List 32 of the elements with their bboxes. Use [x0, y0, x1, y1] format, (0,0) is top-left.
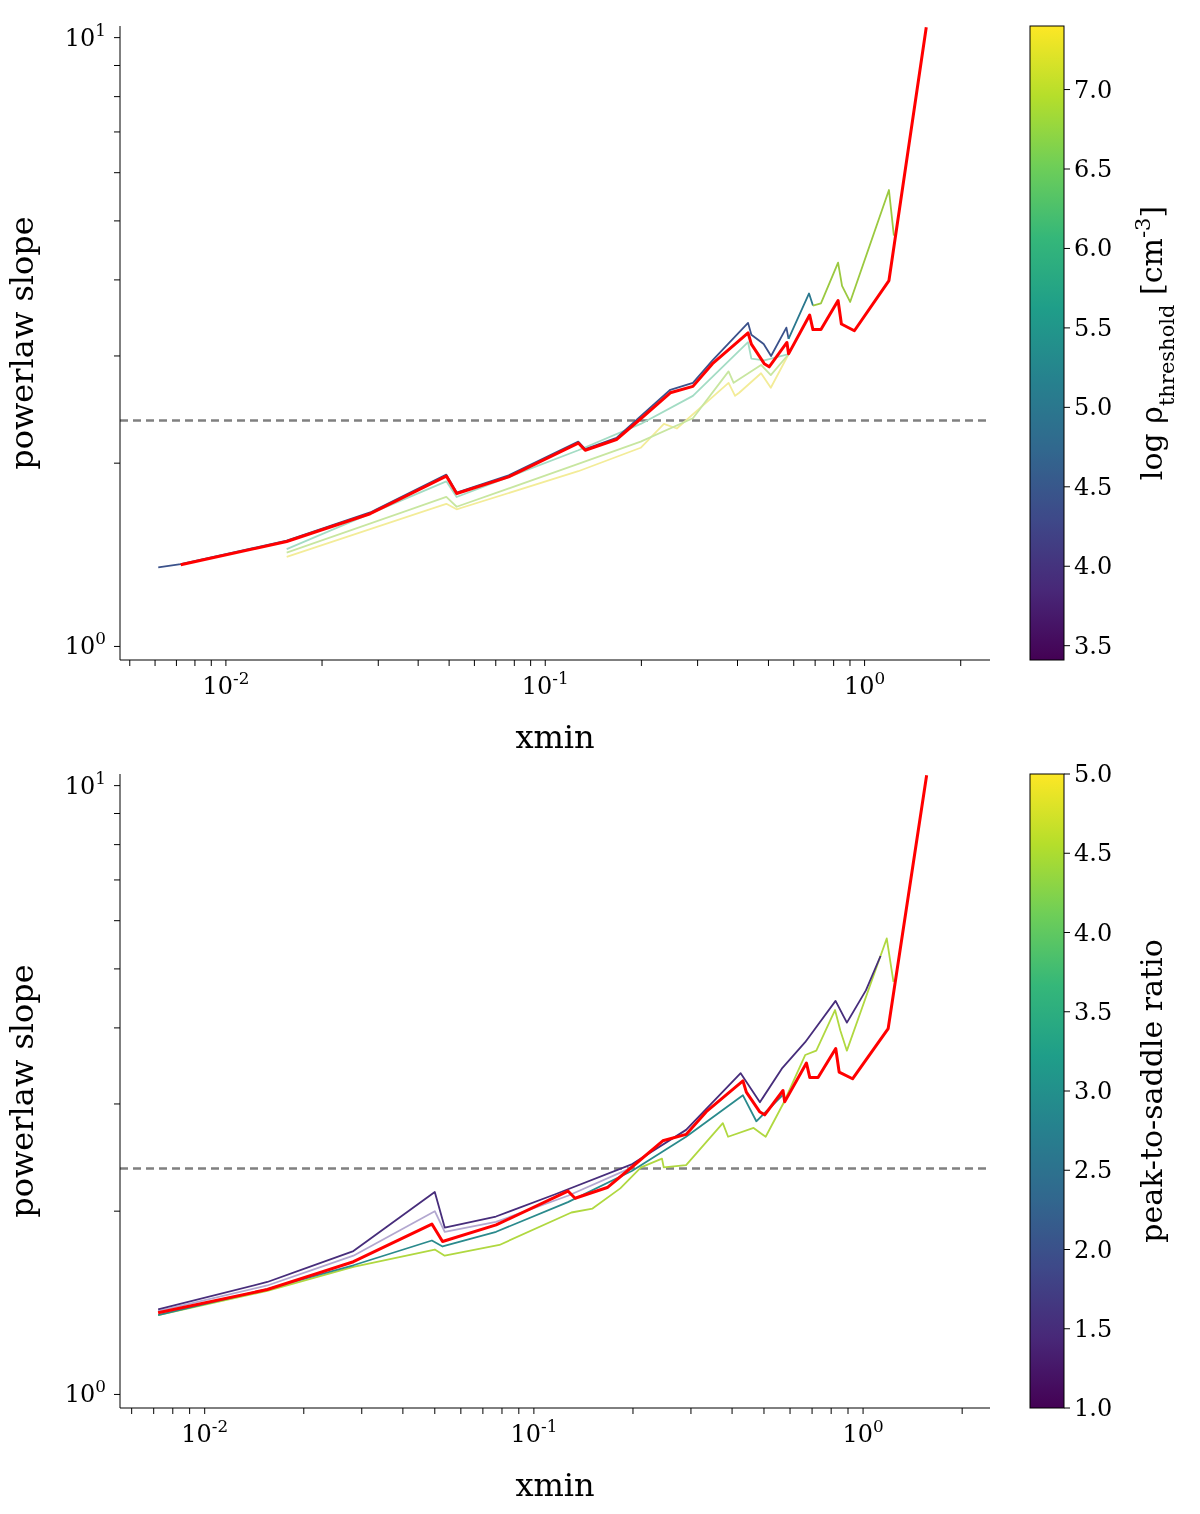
y-axis-title: powerlaw slope — [3, 964, 42, 1218]
x-tick-label: 10$^{-2}$ — [202, 668, 250, 700]
color-bar-label: 3.5 — [1074, 997, 1113, 1026]
y-axis-title: powerlaw slope — [3, 216, 42, 470]
y-tick-label: 10$^{1}$ — [64, 19, 106, 52]
y-tick-label: 10$^{0}$ — [64, 1376, 106, 1409]
x-tick-label: 10$^{0}$ — [843, 668, 886, 700]
x-tick-label: 10$^{0}$ — [842, 1416, 884, 1448]
color-bar-label: 5.5 — [1074, 313, 1113, 342]
y-tick-label: 10$^{0}$ — [64, 628, 106, 661]
x-axis-title: xmin — [515, 1466, 595, 1504]
color-bar-label: 1.5 — [1074, 1314, 1113, 1343]
color-bar-label: 3.0 — [1074, 1077, 1113, 1105]
color-bar-label: 4.5 — [1074, 839, 1113, 868]
color-bar-label: 5.0 — [1074, 393, 1113, 422]
y-tick-label: 10$^{1}$ — [64, 767, 106, 800]
x-tick-label: 10$^{-1}$ — [510, 1416, 558, 1448]
color-bar-label: 6.5 — [1074, 155, 1113, 184]
color-bar-label: 2.5 — [1074, 1156, 1113, 1185]
color-bar-label: 2.0 — [1074, 1235, 1113, 1264]
color-bar-label: 7.0 — [1074, 75, 1113, 104]
color-bar-title: peak-to-saddle ratio — [1134, 939, 1169, 1243]
x-tick-label: 10$^{-2}$ — [181, 1416, 229, 1448]
color-bar-label: 5.0 — [1074, 760, 1113, 788]
color-bar-label: 4.5 — [1074, 472, 1113, 501]
x-axis-title: xmin — [515, 718, 595, 756]
x-tick-label: 10$^{-1}$ — [521, 668, 569, 700]
color-bar-label: 4.0 — [1074, 552, 1113, 581]
color-bar-label: 6.0 — [1074, 234, 1113, 263]
color-bar-label: 4.0 — [1074, 918, 1113, 947]
color-bar-label: 1.0 — [1074, 1394, 1113, 1422]
color-bar-label: 3.5 — [1074, 631, 1113, 660]
